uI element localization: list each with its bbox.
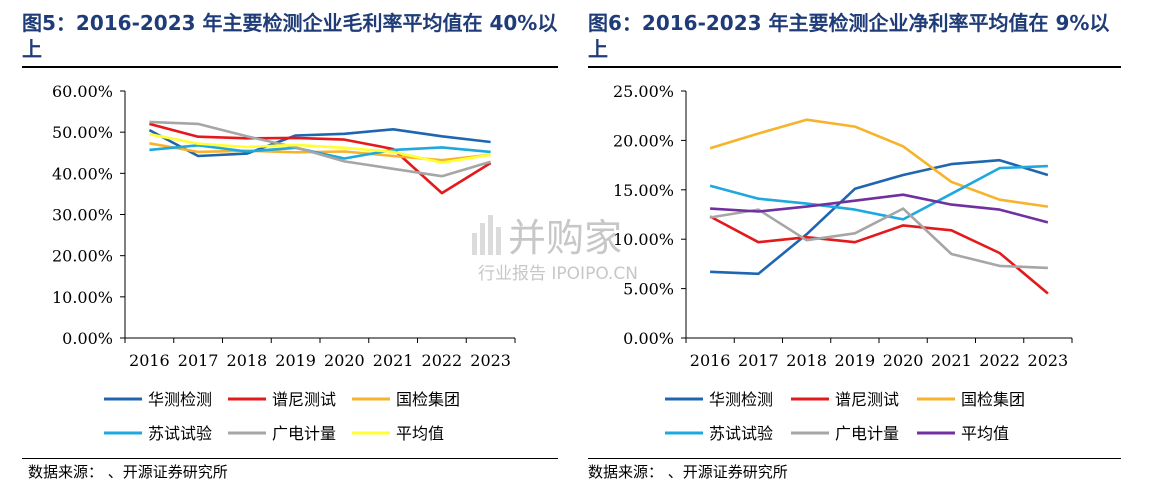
x-tick-label: 2016 [129, 351, 170, 370]
x-tick-label: 2017 [738, 351, 779, 370]
legend-label: 国检集团 [396, 390, 460, 409]
legend-label: 苏试试验 [148, 424, 212, 443]
y-tick-label: 25.00% [613, 82, 674, 101]
line-chart: 0.00% 10.00% 20.00% 30.00% 40.00% 50.00% 60.00… [52, 82, 516, 443]
x-tick-label: 2022 [422, 351, 463, 370]
series-line [149, 122, 492, 195]
y-tick-label: 50.00% [52, 123, 113, 142]
legend-label: 谱尼测试 [835, 390, 899, 409]
x-tick-label: 2020 [324, 351, 365, 370]
legend-label: 国检集团 [961, 390, 1025, 409]
series-line [709, 215, 1049, 295]
line-chart: 0.00% 5.00% 10.00% 15.00% 20.00% 25.00% 2016 20… [613, 82, 1073, 443]
chart-title: 图5：2016-2023 年主要检测企业毛利率平均值在 40%以上 [22, 11, 558, 61]
chart-panel-gross-margin: 图5：2016-2023 年主要检测企业毛利率平均值在 40%以上 0.00% 1… [0, 0, 575, 490]
source-note: 数据来源： 、开源证券研究所 [588, 463, 788, 481]
x-tick-label: 2016 [690, 351, 731, 370]
x-tick-label: 2020 [883, 351, 924, 370]
x-tick-label: 2018 [786, 351, 827, 370]
legend-label: 广电计量 [272, 424, 336, 443]
source-rule [22, 458, 558, 459]
x-tick-label: 2021 [931, 351, 972, 370]
series-line [710, 158, 1049, 276]
x-tick-label: 2023 [1028, 351, 1069, 370]
legend-label: 华测检测 [709, 390, 773, 409]
chart-panel-net-margin: 图6：2016-2023 年主要检测企业净利率平均值在 9%以上 0.00% 5.… [583, 0, 1151, 490]
source-rule [588, 458, 1121, 459]
x-tick-label: 2017 [178, 351, 219, 370]
legend-label: 平均值 [396, 424, 444, 443]
legend-label: 谱尼测试 [272, 390, 336, 409]
chart-title: 图6：2016-2023 年主要检测企业净利率平均值在 9%以上 [588, 11, 1110, 61]
x-tick-label: 2019 [275, 351, 316, 370]
legend-label: 广电计量 [835, 424, 899, 443]
y-tick-label: 20.00% [613, 131, 674, 150]
y-tick-label: 60.00% [52, 82, 113, 101]
x-tick-label: 2018 [227, 351, 268, 370]
x-tick-label: 2022 [979, 351, 1020, 370]
title-underline [22, 66, 558, 68]
y-tick-label: 15.00% [613, 181, 674, 200]
source-note: 数据来源： 、开源证券研究所 [28, 463, 228, 481]
series-line [709, 207, 1048, 270]
y-tick-label: 20.00% [52, 247, 113, 266]
y-tick-label: 10.00% [52, 288, 113, 307]
legend-label: 平均值 [961, 424, 1009, 443]
legend-label: 华测检测 [148, 390, 212, 409]
series-line [149, 132, 491, 164]
series-line [710, 193, 1049, 224]
y-tick-label: 40.00% [52, 164, 113, 183]
series-line [709, 118, 1049, 208]
y-tick-label: 30.00% [52, 206, 113, 225]
y-tick-label: 10.00% [613, 230, 674, 249]
y-tick-label: 0.00% [62, 329, 113, 348]
y-tick-label: 5.00% [623, 280, 674, 299]
y-tick-label: 0.00% [623, 329, 674, 348]
x-tick-label: 2023 [470, 351, 511, 370]
series-line [709, 164, 1048, 221]
title-underline [588, 66, 1121, 68]
x-tick-label: 2021 [373, 351, 414, 370]
series-line [149, 120, 491, 178]
legend-label: 苏试试验 [709, 424, 773, 443]
series-line [148, 128, 491, 158]
x-tick-label: 2019 [835, 351, 876, 370]
